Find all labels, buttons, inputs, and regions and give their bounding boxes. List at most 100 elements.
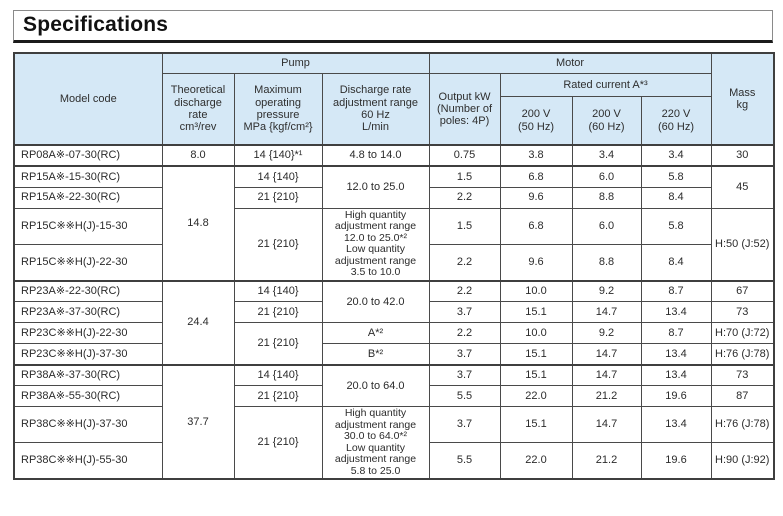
current-200v50-cell: 9.6 xyxy=(499,186,573,209)
adjustment-range-cell: B*² xyxy=(321,343,430,365)
model-code-cell: RP15A※-22-30(RC) xyxy=(13,186,163,209)
pressure-cell: 21 {210} xyxy=(233,186,323,209)
table-row: RP15A※-15-30(RC) 14.8 14 {140} 12.0 to 2… xyxy=(13,165,775,281)
current-220v60-cell: 5.8 xyxy=(640,207,712,245)
current-200v50-cell: 6.8 xyxy=(499,165,573,188)
current-200v50-cell: 15.1 xyxy=(499,343,573,365)
output-kw-cell: 5.5 xyxy=(428,442,501,480)
current-220v60-cell: 5.8 xyxy=(640,165,712,188)
pressure-cell: 14 {140} xyxy=(233,279,323,302)
current-200v50-cell: 15.1 xyxy=(499,363,573,386)
current-200v60-cell: 6.0 xyxy=(571,165,642,188)
header-motor-group: Motor xyxy=(428,52,712,74)
current-200v60-cell: 21.2 xyxy=(571,385,642,407)
output-kw-cell: 2.2 xyxy=(428,186,501,209)
model-code-cell: RP23C※※H(J)-37-30 xyxy=(13,343,163,365)
mass-cell: 73 xyxy=(710,363,775,386)
pressure-cell: 21 {210} xyxy=(233,385,323,407)
output-kw-cell: 3.7 xyxy=(428,301,501,323)
discharge-rate-cell: 24.4 xyxy=(161,279,235,365)
mass-cell: 67 xyxy=(710,279,775,302)
current-200v60-cell: 14.7 xyxy=(571,343,642,365)
mass-cell: 30 xyxy=(710,144,775,167)
output-kw-cell: 2.2 xyxy=(428,243,501,282)
current-200v50-cell: 22.0 xyxy=(499,442,573,480)
output-kw-cell: 5.5 xyxy=(428,385,501,407)
output-kw-cell: 2.2 xyxy=(428,322,501,344)
discharge-rate-cell: 14.8 xyxy=(161,165,235,281)
model-code-cell: RP38C※※H(J)-37-30 xyxy=(13,405,163,444)
current-200v60-cell: 14.7 xyxy=(571,301,642,323)
table-body: RP08A※-07-30(RC) 8.0 14 {140}*¹ 4.8 to 1… xyxy=(13,144,775,480)
pressure-cell: 14 {140} xyxy=(233,363,323,386)
header-220v-60hz: 220 V (60 Hz) xyxy=(640,96,712,146)
pressure-cell: 21 {210} xyxy=(233,301,323,323)
discharge-rate-cell: 8.0 xyxy=(161,144,235,167)
table-row: RP38A※-37-30(RC) 37.7 14 {140} 20.0 to 6… xyxy=(13,363,775,480)
model-code-cell: RP23C※※H(J)-22-30 xyxy=(13,322,163,344)
current-200v60-cell: 8.8 xyxy=(571,243,642,282)
current-200v60-cell: 9.2 xyxy=(571,322,642,344)
current-200v50-cell: 10.0 xyxy=(499,279,573,302)
output-kw-cell: 0.75 xyxy=(428,144,501,167)
pressure-cell: 14 {140} xyxy=(233,165,323,188)
model-code-cell: RP15A※-15-30(RC) xyxy=(13,165,163,188)
page-title: Specifications xyxy=(13,10,773,43)
mass-cell: H:50 (J:52) xyxy=(710,207,775,281)
header-200v-60hz: 200 V (60 Hz) xyxy=(571,96,642,146)
mass-cell: H:76 (J:78) xyxy=(710,405,775,444)
current-200v60-cell: 21.2 xyxy=(571,442,642,480)
pressure-cell: 21 {210} xyxy=(233,207,323,281)
output-kw-cell: 1.5 xyxy=(428,165,501,188)
current-200v50-cell: 15.1 xyxy=(499,405,573,444)
adjustment-range-cell: 20.0 to 42.0 xyxy=(321,279,430,323)
output-kw-cell: 2.2 xyxy=(428,279,501,302)
output-kw-cell: 1.5 xyxy=(428,207,501,245)
current-200v50-cell: 15.1 xyxy=(499,301,573,323)
header-mass: Mass kg xyxy=(710,52,775,146)
table-row: RP23C※※H(J)-37-30 B*² 3.7 15.1 14.7 13.4… xyxy=(13,343,775,365)
current-200v60-cell: 8.8 xyxy=(571,186,642,209)
output-kw-cell: 3.7 xyxy=(428,363,501,386)
mass-cell: H:70 (J:72) xyxy=(710,322,775,344)
current-200v50-cell: 3.8 xyxy=(499,144,573,167)
current-200v60-cell: 9.2 xyxy=(571,279,642,302)
model-code-cell: RP38A※-37-30(RC) xyxy=(13,363,163,386)
table-row: RP15C※※H(J)-15-30 21 {210} High quantity… xyxy=(13,207,775,281)
table-row: RP38C※※H(J)-55-30 5.5 22.0 21.2 19.6 H:9… xyxy=(13,442,775,480)
current-200v60-cell: 14.7 xyxy=(571,405,642,444)
mass-cell: H:76 (J:78) xyxy=(710,343,775,365)
current-200v60-cell: 14.7 xyxy=(571,363,642,386)
current-220v60-cell: 3.4 xyxy=(640,144,712,167)
header-model-code: Model code xyxy=(13,52,163,146)
model-code-cell: RP23A※-22-30(RC) xyxy=(13,279,163,302)
mass-cell: 73 xyxy=(710,301,775,323)
current-220v60-cell: 8.7 xyxy=(640,322,712,344)
pressure-cell: 14 {140}*¹ xyxy=(233,144,323,167)
adjustment-range-cell: 20.0 to 64.0 xyxy=(321,363,430,407)
table-row: RP15A※-22-30(RC) 21 {210} 2.2 9.6 8.8 8.… xyxy=(13,186,774,209)
discharge-rate-cell: 37.7 xyxy=(161,363,235,480)
table-row: RP23A※-37-30(RC) 21 {210} 3.7 15.1 14.7 … xyxy=(13,301,775,323)
current-200v60-cell: 6.0 xyxy=(571,207,642,245)
adjustment-range-cell: High quantity adjustment range 12.0 to 25.… xyxy=(321,207,430,281)
current-200v50-cell: 6.8 xyxy=(499,207,573,245)
mass-cell: 45 xyxy=(710,165,775,209)
current-220v60-cell: 13.4 xyxy=(640,301,712,323)
table-row: RP23C※※H(J)-22-30 21 {210} A*² 2.2 10.0 … xyxy=(13,322,775,365)
mass-cell: H:90 (J:92) xyxy=(710,442,775,480)
current-220v60-cell: 8.4 xyxy=(640,186,712,209)
current-220v60-cell: 8.4 xyxy=(640,243,712,282)
header-max-pressure: Maximum operating pressure MPa {kgf/cm²} xyxy=(233,73,323,146)
specifications-table: Model code Pump Motor Mass kg Theoretical… xyxy=(13,52,775,480)
current-220v60-cell: 8.7 xyxy=(640,279,712,302)
current-200v50-cell: 10.0 xyxy=(499,322,573,344)
model-code-cell: RP38C※※H(J)-55-30 xyxy=(13,442,163,480)
model-code-cell: RP15C※※H(J)-22-30 xyxy=(13,243,163,282)
current-200v60-cell: 3.4 xyxy=(571,144,642,167)
adjustment-range-cell: 12.0 to 25.0 xyxy=(321,165,430,209)
output-kw-cell: 3.7 xyxy=(428,405,501,444)
current-220v60-cell: 13.4 xyxy=(640,405,712,444)
current-200v50-cell: 22.0 xyxy=(499,385,573,407)
table-row: RP23A※-22-30(RC) 24.4 14 {140} 20.0 to 4… xyxy=(13,279,775,365)
